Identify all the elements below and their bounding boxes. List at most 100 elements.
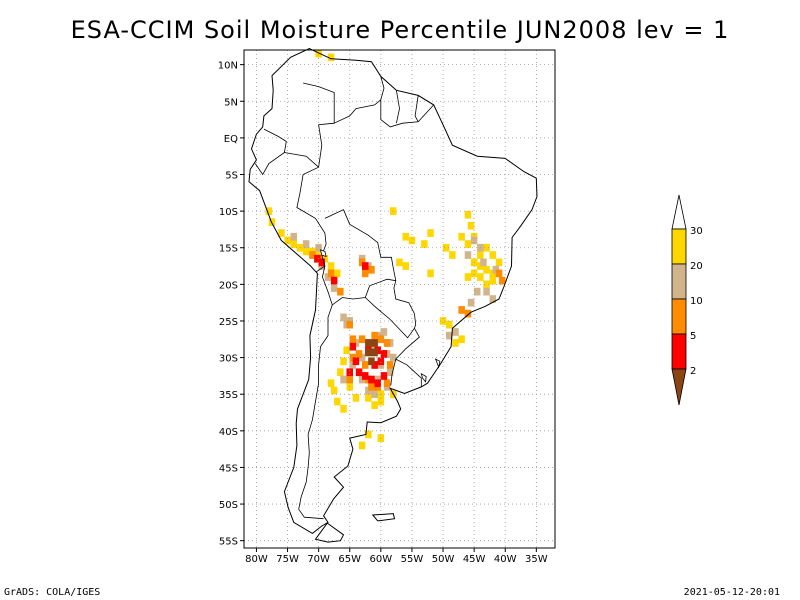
colorbar-label: 10 [690,296,703,307]
shading-cell [318,258,325,267]
shading-cell [470,269,478,278]
lat-tick-label: 55S [219,537,238,548]
shading-cell [368,357,375,366]
shading-cell [489,295,496,303]
shading-cell [362,361,369,369]
shading-cell [365,339,372,347]
shading-cell [346,368,353,377]
shading-cell [495,269,503,278]
axis-ticks: 80W 75W 70W 65W 60W 55W 50W 45W 40W 35W 10N 5N EQ 5S 1… [218,61,548,565]
shading-cell [483,265,490,274]
shading-cell [458,232,465,241]
shading-cell [371,401,378,409]
shading-cell [380,372,388,380]
shading-cell [355,368,363,377]
country-border [380,76,434,128]
shading-cell [340,357,347,366]
shading-cell [474,287,481,296]
shading-cell [483,280,490,289]
lat-tick-label: 10N [218,61,238,72]
lon-tick-label: 55W [401,554,424,565]
shading-cell [368,375,375,384]
shading-cell [290,232,297,241]
shading-cell [377,357,385,366]
shading-cell [380,328,388,336]
shading-cell [439,317,447,325]
shading-cell [483,243,490,252]
shading-cell [458,335,465,344]
shading-cell [396,258,403,267]
shading-cell [380,350,388,358]
country-border [395,358,422,387]
shading-cell [371,348,378,357]
shading-cell [330,276,338,285]
shading-cell [371,331,378,340]
shading-cell [330,386,338,395]
coastline [248,47,538,535]
land-outlines [248,47,538,543]
lat-tick-label: EQ [224,134,238,145]
shading-cell [362,372,369,380]
shading-cell [309,251,316,259]
shading-cell [327,269,335,278]
shading-cell [427,229,434,237]
shading-cell [362,269,369,278]
shading-cell [464,251,472,259]
colorbar-label: 2 [690,366,696,377]
country-border [390,328,420,386]
shading-cell [284,236,291,245]
shading-cell [452,328,459,336]
tierra-del-fuego-outline [314,522,345,543]
country-border [365,280,417,339]
shading-cell [349,342,357,351]
lat-tick-label: 35S [219,390,238,401]
shading-cell [346,375,353,384]
shading-cell [278,229,285,237]
shading-cell [371,339,378,347]
shading-cell [374,379,381,388]
shading-cell [365,430,372,439]
lon-tick-label: 65W [338,554,361,565]
footer-credit: GrADS: COLA/IGES [4,587,101,598]
colorbar-label: 20 [690,261,703,272]
shading-cell [386,368,394,377]
shading-cell [390,207,397,215]
shading-cell [362,262,369,270]
colorbar-label: 5 [690,331,696,342]
shading-cell [327,53,335,62]
shading-cell [421,240,428,248]
shading-cell [446,320,453,329]
shading-cell [340,405,347,413]
shading-cell [383,339,391,347]
shading-cell [408,236,416,245]
lake-outline [434,358,441,369]
shading-cell [464,210,472,219]
shading-cell [483,287,490,296]
country-border [396,90,400,124]
shading-cell [458,306,465,314]
lat-tick-label: 10S [219,207,238,218]
shading-cell [334,397,341,406]
shading-cell [302,240,310,248]
shading-cell [390,353,397,362]
shading-cell [480,258,487,267]
colorbar-swatch [671,333,687,370]
footer-timestamp: 2021-05-12-20:01 [683,587,780,598]
country-border [284,152,327,273]
shading-cell [337,287,344,296]
lat-tick-label: 40S [219,427,238,438]
shading-cell [371,390,378,399]
shading-cell [358,335,366,344]
shading-cell [327,262,335,270]
shading-cell [337,368,344,377]
shading-cell [464,273,472,281]
shading-cell [383,379,391,388]
lat-tick-label: 25S [219,317,238,328]
shading-cell [365,348,372,357]
shading-cell [315,243,322,252]
country-border [334,99,382,124]
lon-tick-label: 75W [276,554,299,565]
shading-cell [346,320,353,329]
shading-cell [427,269,434,278]
colorbar: 30 20 10 5 2 [671,194,703,406]
